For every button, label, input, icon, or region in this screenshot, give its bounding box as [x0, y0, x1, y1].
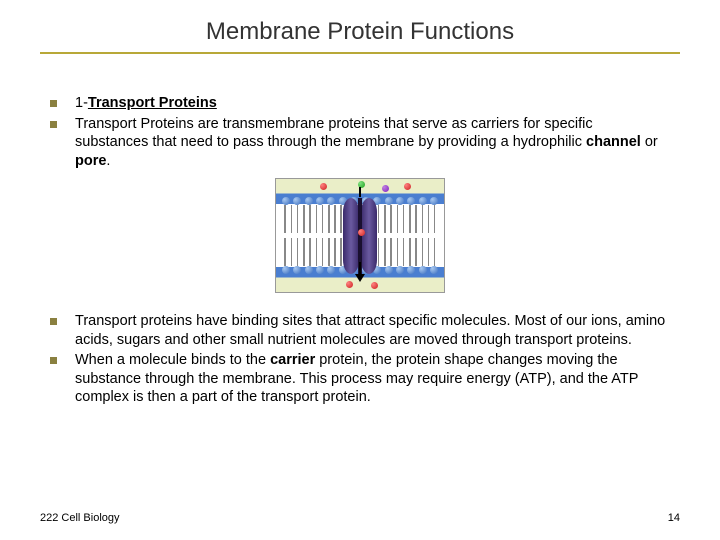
content-area: 1-Transport Proteins Transport Proteins …	[40, 54, 680, 407]
text-fragment: Transport Proteins	[88, 95, 217, 111]
text-fragment: carrier	[270, 352, 315, 368]
molecule-icon	[346, 281, 353, 288]
arrow-down-icon	[355, 274, 365, 282]
bullet-text: Transport proteins have binding sites th…	[75, 312, 670, 349]
membrane-diagram	[275, 178, 445, 293]
bullet-text: When a molecule binds to the carrier pro…	[75, 351, 670, 407]
slide-title: Membrane Protein Functions	[206, 18, 514, 46]
text-fragment: Transport Proteins are transmembrane pro…	[75, 116, 593, 151]
bullet-icon	[50, 318, 57, 325]
bullet-item: When a molecule binds to the carrier pro…	[50, 351, 670, 407]
bullet-text: 1-Transport Proteins	[75, 94, 217, 113]
molecule-icon	[358, 229, 365, 236]
page-number: 14	[668, 512, 680, 524]
text-fragment: 1-	[75, 95, 88, 111]
arrow-icon	[359, 187, 361, 197]
title-area: Membrane Protein Functions	[40, 18, 680, 46]
molecule-icon	[404, 183, 411, 190]
bullet-icon	[50, 100, 57, 107]
slide: Membrane Protein Functions 1-Transport P…	[0, 0, 720, 540]
bullet-text: Transport Proteins are transmembrane pro…	[75, 115, 670, 171]
text-fragment: channel	[586, 134, 641, 150]
text-fragment: or	[641, 134, 658, 150]
bullet-icon	[50, 121, 57, 128]
arrow-icon	[359, 262, 361, 274]
text-fragment: When a molecule binds to the	[75, 352, 270, 368]
bullet-item: Transport Proteins are transmembrane pro…	[50, 115, 670, 171]
footer: 222 Cell Biology 14	[40, 512, 680, 524]
text-fragment: pore	[75, 153, 106, 169]
footer-left: 222 Cell Biology	[40, 512, 120, 524]
bullet-item: Transport proteins have binding sites th…	[50, 312, 670, 349]
diagram-container	[50, 178, 670, 298]
molecule-icon	[382, 185, 389, 192]
bullet-item: 1-Transport Proteins	[50, 94, 670, 113]
molecule-icon	[320, 183, 327, 190]
text-fragment: .	[106, 153, 110, 169]
bullet-icon	[50, 357, 57, 364]
molecule-icon	[371, 282, 378, 289]
